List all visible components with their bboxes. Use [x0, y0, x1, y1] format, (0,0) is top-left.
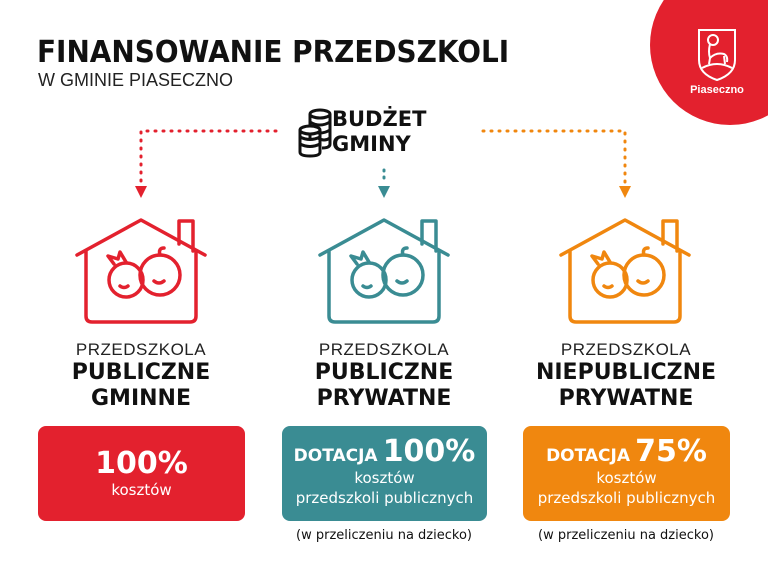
label-big-1: NIEPUBLICZNE: [535, 360, 717, 385]
category-label-niepubliczne: PRZEDSZKOLA NIEPUBLICZNE PRYWATNE: [506, 340, 746, 412]
funding-desc-2: przedszkoli publicznych: [537, 489, 716, 507]
budget-line-2: GMINY: [332, 132, 411, 156]
funding-box-niepubliczne: DOTACJA 75% kosztów przedszkoli publiczn…: [523, 426, 730, 521]
funding-prefix: DOTACJA: [546, 446, 631, 466]
ram-coat-of-arms-icon: [698, 29, 736, 82]
budget-label: BUDŻET GMINY: [332, 107, 426, 157]
arrow-left: [135, 129, 278, 198]
house-children-icon: [318, 218, 450, 324]
logo-text: Piaseczno: [690, 84, 744, 96]
label-big-2: PRYWATNE: [316, 386, 452, 411]
label-small: PRZEDSZKOLA: [318, 340, 450, 359]
arrow-center: [378, 168, 390, 198]
footnote: (w przeliczeniu na dziecko): [296, 528, 472, 543]
label-big-2: PRYWATNE: [558, 386, 694, 411]
label-big-1: PUBLICZNE: [314, 360, 454, 385]
label-small: PRZEDSZKOLA: [560, 340, 692, 359]
house-children-icon: [75, 218, 207, 324]
label-big-2: GMINNE: [91, 386, 191, 411]
page-subtitle: W GMINIE PIASECZNO: [38, 70, 234, 90]
funding-percent: 100%: [382, 434, 476, 469]
funding-desc: kosztów: [111, 481, 172, 499]
funding-desc: kosztów: [354, 469, 415, 487]
footnote: (w przeliczeniu na dziecko): [538, 528, 714, 543]
funding-percent: 100%: [95, 446, 188, 481]
budget-line-1: BUDŻET: [332, 107, 427, 131]
category-label-publiczne-prywatne: PRZEDSZKOLA PUBLICZNE PRYWATNE: [264, 340, 504, 412]
funding-box-publiczne-prywatne: DOTACJA 100% kosztów przedszkoli publicz…: [282, 426, 487, 521]
label-small: PRZEDSZKOLA: [75, 340, 207, 359]
funding-desc: kosztów: [596, 469, 657, 487]
funding-desc-2: przedszkoli publicznych: [295, 489, 474, 507]
category-label-gminne: PRZEDSZKOLA PUBLICZNE GMINNE: [21, 340, 261, 412]
funding-box-gminne: 100% kosztów: [38, 426, 245, 521]
page-title: FINANSOWANIE PRZEDSZKOLI: [37, 35, 510, 70]
funding-prefix: DOTACJA: [293, 446, 378, 466]
label-big-1: PUBLICZNE: [71, 360, 211, 385]
funding-percent: 75%: [635, 434, 707, 469]
arrow-right: [481, 129, 631, 198]
coins-stack-icon: [298, 108, 332, 158]
house-children-icon: [559, 218, 691, 324]
